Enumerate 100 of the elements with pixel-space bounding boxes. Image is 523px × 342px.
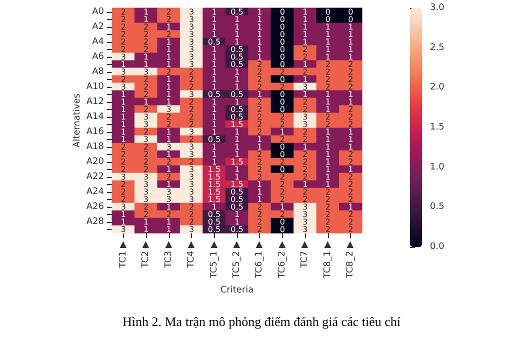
data-label: 2 — [325, 217, 330, 226]
data-label: 1 — [234, 37, 240, 46]
data-label: 1 — [257, 187, 262, 196]
data-label: 2 — [144, 127, 149, 136]
data-label: 1 — [212, 127, 217, 136]
data-label: 1 — [302, 22, 308, 32]
data-label: 0.5 — [230, 187, 244, 196]
data-label: 1 — [348, 44, 354, 54]
data-label: 2 — [348, 194, 354, 204]
data-label: 3 — [189, 224, 194, 234]
data-label: 0 — [280, 44, 285, 54]
data-label: 2 — [348, 112, 354, 122]
data-label: 3 — [144, 112, 149, 122]
data-label: 1 — [144, 97, 149, 106]
data-label: 2 — [257, 157, 262, 166]
data-label: 2 — [325, 120, 330, 129]
data-label: 2 — [120, 142, 126, 152]
data-label: 1 — [166, 82, 172, 92]
data-label: 1 — [234, 97, 240, 106]
data-label: 3 — [302, 112, 308, 122]
data-label: 2 — [257, 67, 262, 76]
y-tick-label: A26 — [86, 202, 104, 212]
y-axis-title: Alternatives — [72, 93, 82, 148]
data-label: 1 — [144, 224, 149, 234]
color-bar-label: 1.5 — [430, 122, 444, 132]
data-label: 1 — [166, 90, 172, 99]
data-label: 2 — [257, 150, 262, 159]
y-tick-label: A28 — [86, 216, 104, 227]
data-label: 2 — [348, 60, 354, 69]
data-label: 0.5 — [230, 224, 244, 234]
data-label: 2 — [189, 120, 194, 129]
data-label: 1 — [325, 142, 330, 152]
data-label: 2 — [166, 7, 172, 16]
data-label: 0 — [348, 7, 354, 16]
data-label: 1 — [325, 164, 330, 174]
data-label: 1 — [212, 30, 217, 39]
data-label: 2 — [189, 210, 194, 219]
data-label: 1 — [166, 60, 172, 69]
data-label: 0 — [280, 30, 285, 39]
data-label: 0.5 — [230, 52, 244, 62]
data-label: 3 — [189, 164, 194, 174]
data-label: 2 — [302, 67, 308, 76]
data-label: 0 — [280, 164, 285, 174]
data-label: 1 — [302, 30, 308, 39]
data-label: 2 — [120, 7, 126, 16]
data-label: 2 — [257, 202, 262, 212]
y-tick-label: A0 — [92, 6, 104, 17]
data-label: 1 — [325, 134, 330, 144]
data-label: 3 — [120, 67, 126, 76]
data-label: 1 — [234, 172, 240, 182]
data-label: 1 — [257, 30, 262, 39]
data-label: 3 — [302, 224, 308, 234]
x-tick-label: TC8_1 ▶ — [322, 241, 333, 280]
data-label: 1 — [348, 97, 354, 106]
data-label: 0.5 — [230, 112, 244, 122]
data-label: 0 — [280, 60, 285, 69]
data-label: 1 — [212, 14, 217, 24]
data-label: 2 — [166, 210, 172, 219]
data-label: 2 — [120, 194, 126, 204]
data-label: 0 — [348, 14, 354, 24]
data-label: 2 — [257, 127, 262, 136]
data-label: 1 — [120, 217, 126, 226]
data-label: 2 — [302, 134, 308, 144]
data-label: 2 — [166, 112, 172, 122]
data-label: 0.5 — [208, 217, 221, 226]
data-label: 2 — [120, 14, 126, 24]
data-label: 1 — [120, 97, 126, 106]
data-label: 1 — [120, 210, 126, 219]
color-bar-label: 2.5 — [430, 42, 444, 53]
data-label: 2 — [280, 67, 285, 76]
data-label: 1 — [120, 120, 126, 129]
data-label: 1 — [166, 22, 172, 32]
data-label: 3 — [120, 52, 126, 62]
data-label: 1 — [120, 60, 126, 69]
data-label: 1 — [166, 127, 172, 136]
data-label: 2 — [302, 44, 308, 54]
data-label: 2 — [120, 164, 126, 174]
data-label: 1 — [257, 142, 262, 152]
data-label: 3 — [120, 202, 126, 212]
data-label: 2 — [120, 37, 126, 46]
x-tick-label: TC5_2 ▶ — [232, 241, 242, 280]
data-label: 2 — [144, 164, 149, 174]
y-tick-label: A16 — [86, 126, 104, 137]
data-label: 0.5 — [208, 37, 221, 46]
data-label: 2 — [280, 187, 285, 196]
data-label: 1 — [234, 150, 240, 159]
x-tick-label: TC1 ▶ — [118, 241, 128, 269]
data-label: 1 — [212, 7, 217, 16]
data-label: 2 — [144, 44, 149, 54]
data-label: 1.5 — [230, 120, 244, 129]
data-label: 1 — [166, 224, 172, 234]
data-label: 1 — [348, 164, 354, 174]
data-label: 3 — [144, 134, 149, 144]
data-label: 2 — [144, 150, 149, 159]
data-label: 1 — [280, 127, 285, 136]
y-tick-label: A8 — [92, 66, 104, 77]
x-tick-label: TC4 ▶ — [186, 241, 197, 269]
data-label: 1 — [166, 164, 172, 174]
data-label: 2 — [280, 120, 285, 129]
color-bar-label: 0.0 — [430, 242, 445, 252]
